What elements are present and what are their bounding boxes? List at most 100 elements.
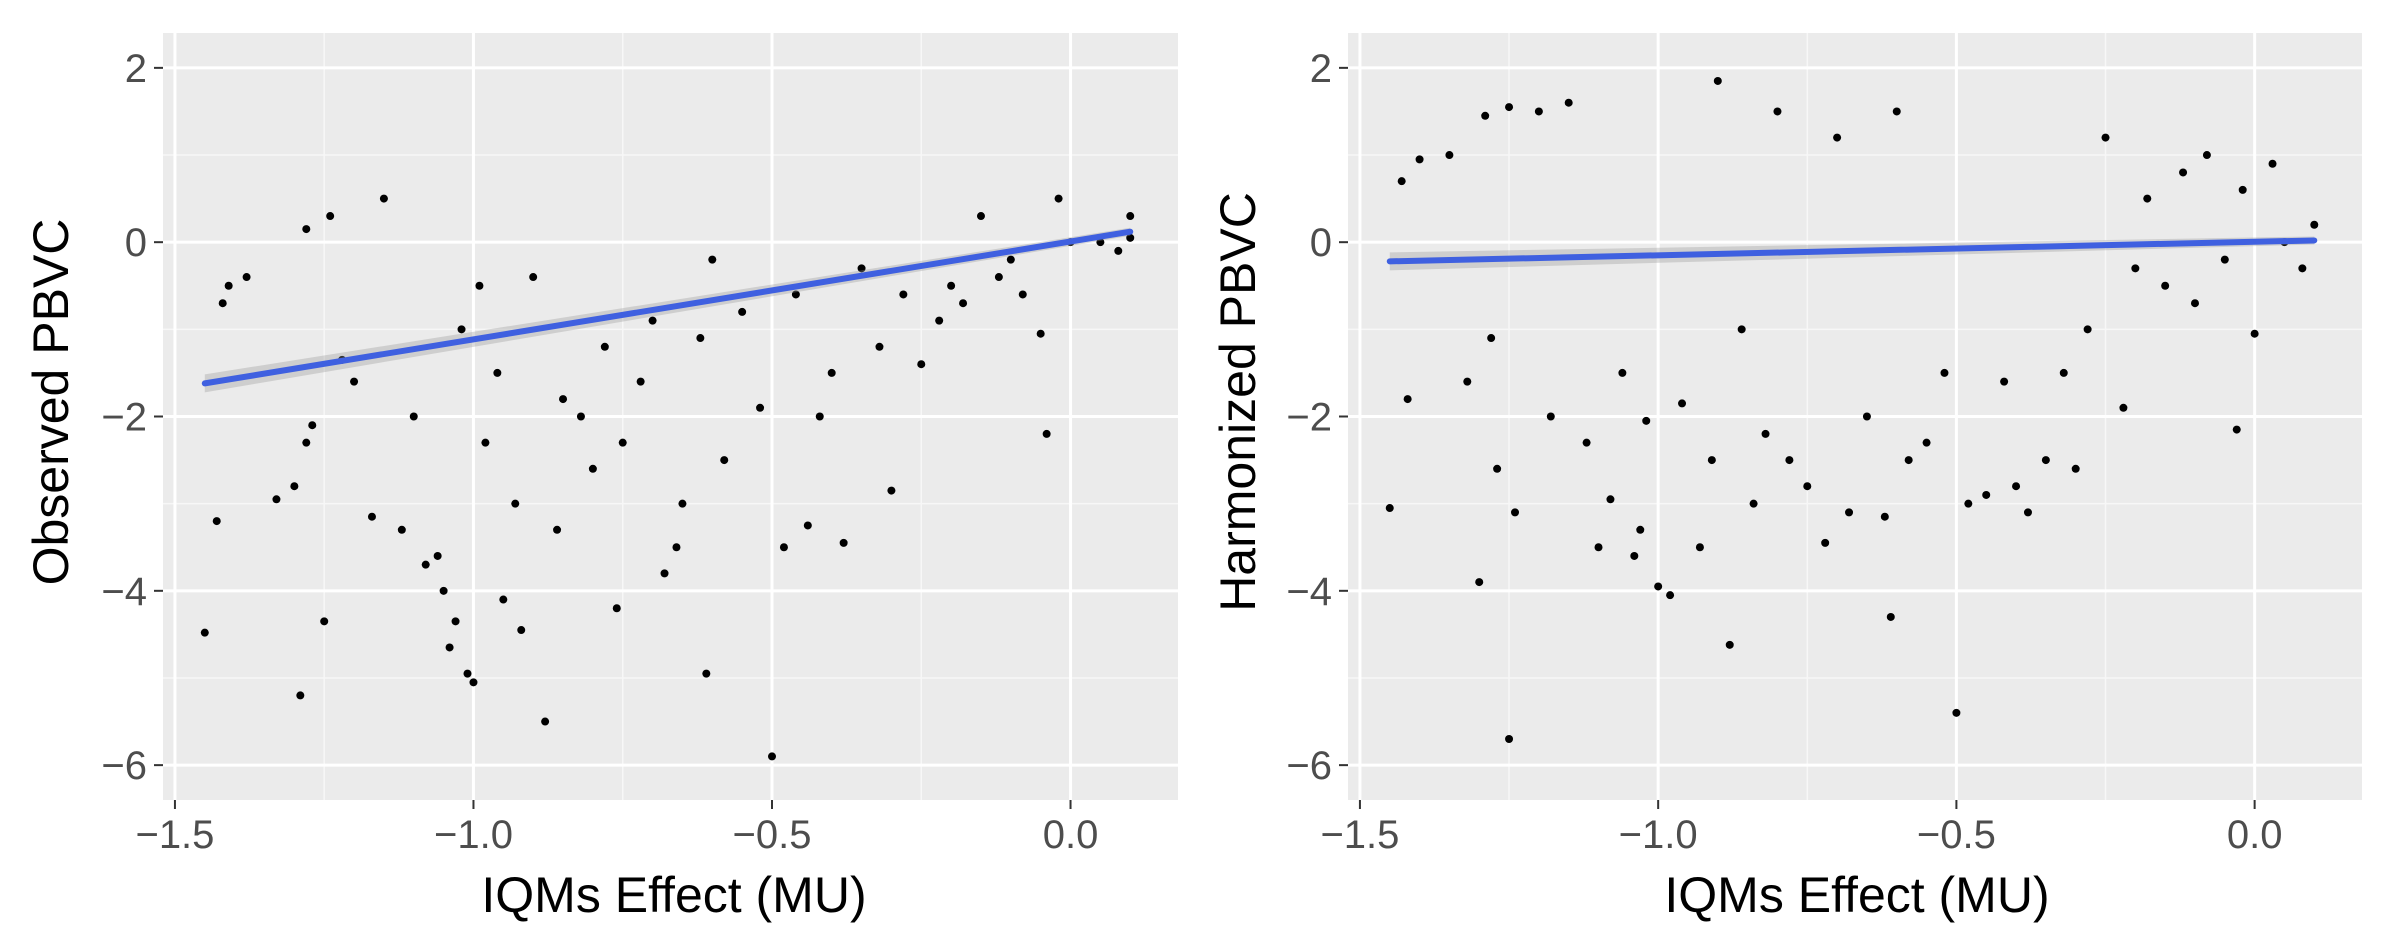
data-point (1126, 233, 1135, 242)
fit-line (201, 228, 1134, 387)
data-point (1713, 76, 1722, 85)
data-point (2310, 220, 2319, 229)
data-point (839, 538, 848, 547)
data-point (1636, 525, 1645, 534)
data-point (2101, 133, 2110, 142)
data-point (1618, 368, 1627, 377)
x-tick-label: −1.5 (1320, 813, 1399, 857)
data-point (1785, 456, 1794, 465)
data-point (2000, 377, 2009, 386)
data-point (1821, 538, 1830, 547)
data-point (218, 299, 227, 308)
data-point (2238, 185, 2247, 194)
data-point (1964, 499, 1973, 508)
x-tick-label: 0.0 (2227, 813, 2283, 857)
data-point (1725, 640, 1734, 649)
data-point (475, 281, 484, 290)
data-point (1582, 438, 1591, 447)
data-point (1833, 133, 1842, 142)
data-point (1397, 177, 1406, 186)
data-point (379, 194, 388, 203)
data-point (959, 299, 968, 308)
data-point (1940, 368, 1949, 377)
harmonized-pbvc-panel: Harmonized PBVC IQMs Effect (MU) −1.5 −1.… (1210, 33, 2362, 923)
data-point (1737, 325, 1746, 334)
data-point (553, 525, 562, 534)
data-point (302, 438, 311, 447)
observed-pbvc-panel: Observed PBVC IQMs Effect (MU) −1.5 −1.0 −… (23, 33, 1178, 923)
data-point (1546, 412, 1555, 421)
data-point (1666, 591, 1675, 600)
data-point (200, 628, 209, 637)
x-tick-label: −1.0 (434, 813, 513, 857)
data-point (576, 412, 585, 421)
data-point (791, 290, 800, 299)
data-point (887, 486, 896, 495)
fit-line (1386, 237, 2318, 265)
data-point (1505, 734, 1514, 743)
data-point (1054, 194, 1063, 203)
data-point (636, 377, 645, 386)
data-point (1594, 543, 1603, 552)
data-point (702, 669, 711, 678)
data-point (451, 617, 460, 626)
data-point (511, 499, 520, 508)
data-point (1845, 508, 1854, 517)
data-point (1042, 429, 1051, 438)
data-point (875, 342, 884, 351)
data-point (1481, 111, 1490, 120)
data-point (2041, 456, 2050, 465)
data-point (1761, 429, 1770, 438)
data-point (1564, 98, 1573, 107)
data-point (421, 560, 430, 569)
data-point (2071, 464, 2080, 473)
data-point (1892, 107, 1901, 116)
data-point (756, 403, 765, 412)
data-point (1606, 495, 1615, 504)
data-point (779, 543, 788, 552)
data-point (672, 543, 681, 552)
data-point (2083, 325, 2092, 334)
y-tick-label: −4 (1286, 570, 1332, 614)
data-point (2268, 159, 2277, 168)
data-point (2023, 508, 2032, 517)
data-point (1707, 456, 1716, 465)
data-point (302, 225, 311, 234)
data-point (2059, 368, 2068, 377)
data-point (720, 456, 729, 465)
data-point (2298, 264, 2307, 273)
data-point (367, 512, 376, 521)
data-point (1415, 155, 1424, 164)
y-tick-label: −4 (101, 570, 147, 614)
data-point (1385, 504, 1394, 513)
x-tick-label: −0.5 (733, 813, 812, 857)
data-point (350, 377, 359, 386)
data-point (326, 212, 335, 221)
y-tick-label: −6 (101, 744, 147, 788)
data-point (439, 586, 448, 595)
data-point (1803, 482, 1812, 491)
x-tick-label: 0.0 (1043, 813, 1099, 857)
data-point (1511, 508, 1520, 517)
data-point (2190, 299, 2199, 308)
data-point (1493, 464, 1502, 473)
y-tick-label: 2 (1310, 47, 1332, 91)
data-point (857, 264, 866, 273)
data-point (1036, 329, 1045, 338)
data-point (1922, 438, 1931, 447)
data-point (827, 368, 836, 377)
data-point (899, 290, 908, 299)
data-point (541, 717, 550, 726)
y-tick-label: −6 (1286, 744, 1332, 788)
data-point (1505, 103, 1514, 112)
data-point (935, 316, 944, 325)
data-point (696, 334, 705, 343)
data-point (1880, 512, 1889, 521)
data-point (2250, 329, 2259, 338)
data-point (2119, 403, 2128, 412)
data-point (1749, 499, 1758, 508)
x-tick-label: −0.5 (1917, 813, 1996, 857)
data-point (2220, 255, 2229, 264)
data-point (618, 438, 627, 447)
